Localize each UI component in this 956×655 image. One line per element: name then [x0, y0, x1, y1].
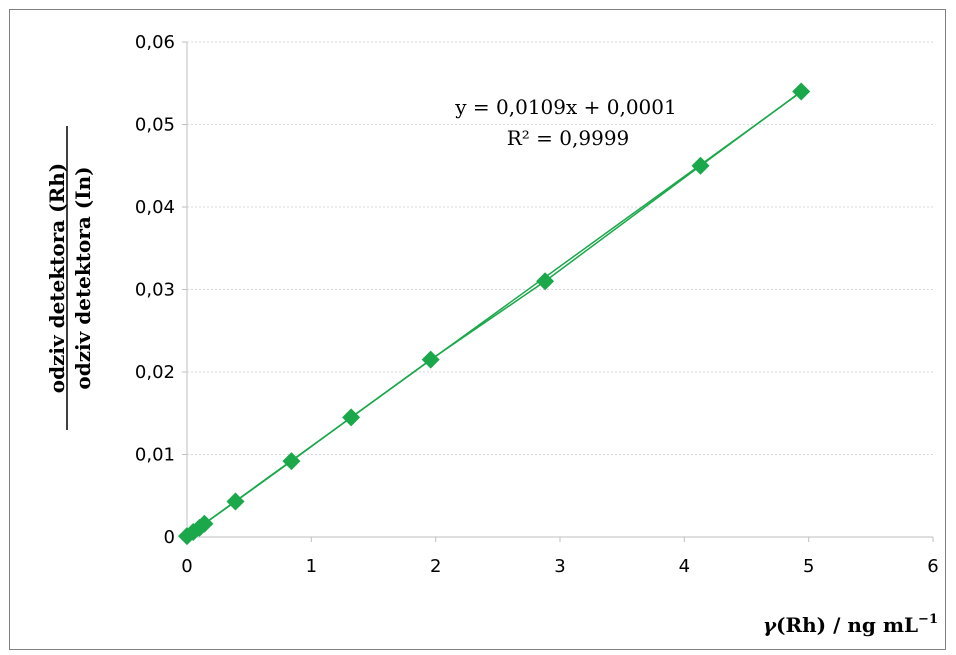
- trendline-equation: y = 0,0109x + 0,0001: [454, 95, 676, 119]
- y-tick-label: 0: [164, 527, 175, 548]
- data-point: [195, 514, 214, 533]
- chart-border: [9, 9, 946, 650]
- x-tick-label: 5: [803, 556, 814, 577]
- data-point: [226, 492, 245, 511]
- y-tick-label: 0,03: [135, 280, 175, 301]
- y-tick-label: 0,05: [135, 115, 175, 136]
- data-point: [536, 272, 555, 291]
- data-point: [691, 156, 710, 175]
- data-series: [178, 82, 811, 546]
- data-point: [282, 452, 301, 471]
- trendline-label: y = 0,0109x + 0,0001 R² = 0,9999: [454, 95, 676, 150]
- x-tick-label: 1: [306, 556, 317, 577]
- x-axis-title: γ(Rh) / ng mL−1: [763, 612, 938, 637]
- x-tick-label: 2: [430, 556, 441, 577]
- y-axis-title-denominator: odziv detektora (In): [71, 166, 95, 389]
- y-tick-label: 0,06: [135, 32, 175, 53]
- trendline-r-squared: R² = 0,9999: [507, 126, 630, 150]
- y-axis-title-numerator: odziv detektora (Rh): [45, 163, 69, 394]
- y-tick-label: 0,02: [135, 362, 175, 383]
- x-tick-label: 0: [181, 556, 192, 577]
- y-axis-title: odziv detektora (Rh) odziv detektora (In…: [45, 126, 95, 430]
- y-tick-label: 0,04: [135, 197, 175, 218]
- data-point: [792, 82, 811, 101]
- grid-lines: [187, 41, 933, 455]
- y-tick-label: 0,01: [135, 445, 175, 466]
- tick-labels: 0 0,01 0,02 0,03 0,04 0,05 0,06 0 1 2 3 4 5 6: [135, 32, 939, 577]
- x-tick-label: 6: [927, 556, 938, 577]
- data-point: [421, 350, 440, 369]
- data-point: [342, 408, 361, 427]
- x-tick-label: 4: [679, 556, 690, 577]
- x-tick-label: 3: [554, 556, 565, 577]
